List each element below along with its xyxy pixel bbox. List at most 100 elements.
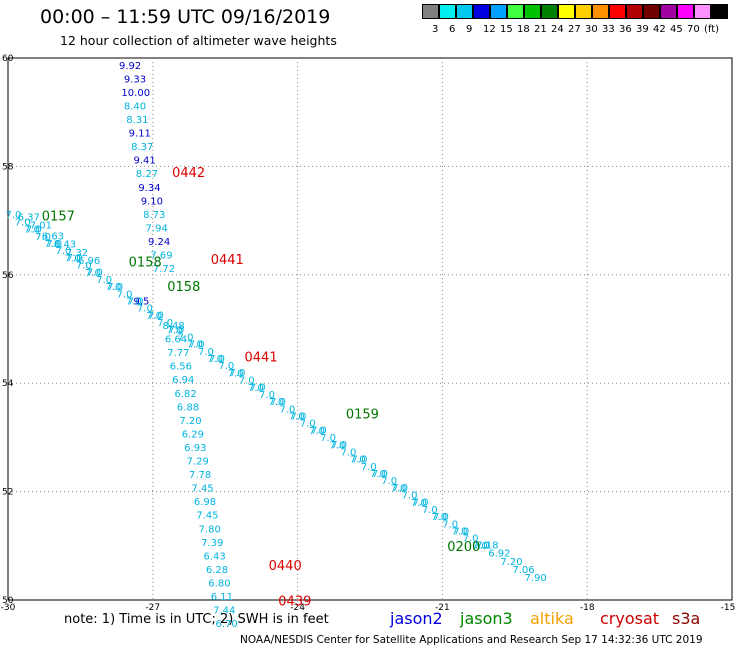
colorbar-swatch — [575, 4, 592, 19]
track-diagonal-mark: 7.0 — [107, 282, 123, 293]
track-diagonal-mark: 7.0 — [146, 311, 162, 322]
track-value: 6.80 — [208, 578, 230, 589]
lon-tick-label: -24 — [290, 603, 305, 613]
colorbar-label: 18 — [517, 24, 530, 35]
time-label: 0442 — [172, 166, 205, 181]
track-diagonal-mark: 7.0 — [67, 253, 83, 264]
colorbar-label: 36 — [619, 24, 632, 35]
track-value: 7.45 — [191, 484, 213, 495]
track-value: 8.73 — [143, 210, 165, 221]
track-value: 6.28 — [206, 565, 228, 576]
lon-tick-label: -30 — [1, 603, 16, 613]
colorbar-swatch — [507, 4, 524, 19]
legend-s3a: s3a — [672, 609, 701, 628]
track-diagonal-mark: 7.0 — [329, 440, 345, 451]
track-value: 9.24 — [148, 237, 170, 248]
track-diagonal-mark: 7.0 — [148, 311, 164, 322]
colorbar-label: 27 — [568, 24, 581, 35]
track-diagonal-mark: 7.0 — [422, 505, 438, 516]
colorbar-swatch — [473, 4, 490, 19]
track-diagonal-mark: 7.0 — [76, 261, 92, 272]
colorbar-swatch — [677, 4, 694, 19]
track-diagonal-mark: 7.0 — [24, 225, 40, 236]
lon-tick-label: -18 — [580, 603, 595, 613]
track-diagonal-mark: 7.0 — [370, 469, 386, 480]
track-diagonal-mark: 7.0 — [259, 390, 275, 401]
track-diagonal-mark: 7.0 — [198, 347, 214, 358]
colorbar-label: 21 — [534, 24, 547, 35]
track-diagonal-mark: 7.0 — [290, 411, 306, 422]
track-value: 7.44 — [213, 606, 235, 617]
track-value: 6.29 — [182, 429, 204, 440]
time-label: 0441 — [211, 253, 244, 268]
track-diagonal-mark: 7.0 — [390, 483, 406, 494]
track-diagonal-mark: 7.0 — [209, 354, 225, 365]
track-diagonal-mark: 7.0 — [361, 462, 377, 473]
track-value: 9.92 — [119, 61, 141, 72]
track-value: 9.5 — [133, 297, 149, 308]
colorbar-swatch — [643, 4, 660, 19]
colorbar-swatch — [558, 4, 575, 19]
track-diagonal-mark: 7.0 — [26, 224, 42, 235]
legend-jason3: jason3 — [460, 609, 513, 628]
colorbar-label: 70 — [687, 24, 700, 35]
track-diagonal-mark: 7.0 — [463, 534, 479, 545]
track-diagonal-mark: 7.0 — [6, 210, 22, 221]
track-diagonal-mark: 7.0 — [218, 361, 234, 372]
track-diagonal-mark: 7.0 — [105, 282, 121, 293]
page-title: 00:00 – 11:59 UTC 09/16/2019 — [40, 6, 331, 28]
lon-tick-label: -27 — [145, 603, 160, 613]
track-diagonal-mark: 7.0 — [248, 383, 264, 394]
track-diagonal-mark: 7.0 — [128, 296, 144, 307]
lat-tick-label: 60 — [2, 54, 14, 64]
track-value: 6.98 — [194, 497, 216, 508]
track-diagonal-mark: 7.0 — [87, 268, 103, 279]
time-label: 0440 — [269, 559, 302, 574]
lat-tick-label: 52 — [2, 488, 13, 498]
track-diagonal-mark: 7.0 — [44, 239, 60, 250]
track-diagonal-mark: 7.0 — [474, 541, 490, 552]
time-label: 0441 — [245, 351, 278, 366]
track-value: 7.32 — [66, 248, 88, 259]
track-diagonal-mark: 7.0 — [442, 519, 458, 530]
track-value: 9.33 — [124, 74, 146, 85]
track-value: 6.93 — [184, 443, 206, 454]
track-value: 7.39 — [201, 538, 223, 549]
colorbar-swatch — [456, 4, 473, 19]
track-value: 7.94 — [146, 223, 168, 234]
track-diagonal-mark: 7.0 — [392, 483, 408, 494]
track-diagonal-mark: 7.0 — [178, 332, 194, 343]
track-diagonal-mark: 7.0 — [431, 512, 447, 523]
time-label: 0200 — [447, 540, 480, 555]
track-value: 7.90 — [524, 573, 546, 584]
lat-tick-label: 50 — [2, 596, 14, 606]
track-value: 6.56 — [170, 362, 192, 373]
track-value: 6.94 — [172, 375, 194, 386]
track-value: 7.77 — [167, 348, 189, 359]
track-diagonal-mark: 7.0 — [289, 412, 305, 423]
track-diagonal-mark: 7.0 — [96, 275, 112, 286]
track-value: 7.69 — [150, 251, 172, 262]
track-diagonal-mark: 7.0 — [117, 289, 133, 300]
track-diagonal-mark: 7.0 — [250, 383, 266, 394]
colorbar-swatch — [694, 4, 711, 19]
track-diagonal-mark: 7.0 — [15, 217, 31, 228]
track-diagonal-mark: 7.0 — [137, 304, 153, 315]
note-text: note: 1) Time is in UTC; 2) SWH is in fe… — [64, 612, 329, 627]
track-diagonal-mark: 7.0 — [311, 426, 327, 437]
track-diagonal-mark: 7.0 — [55, 246, 71, 257]
colorbar-label: 45 — [670, 24, 683, 35]
track-value: 7.45 — [196, 511, 218, 522]
track-diagonal-mark: 7.0 — [309, 426, 325, 437]
colorbar-label: 24 — [551, 24, 564, 35]
track-value: 6.37 — [18, 213, 40, 224]
track-diagonal-mark: 7.0 — [270, 397, 286, 408]
lon-tick-label: -15 — [721, 603, 736, 613]
lat-tick-label: 56 — [2, 271, 14, 281]
page-subtitle: 12 hour collection of altimeter wave hei… — [60, 33, 337, 48]
colorbar-label: 39 — [636, 24, 649, 35]
track-value: 7.80 — [199, 524, 221, 535]
time-label: 0158 — [129, 256, 162, 271]
track-diagonal-mark: 7.0 — [331, 440, 347, 451]
